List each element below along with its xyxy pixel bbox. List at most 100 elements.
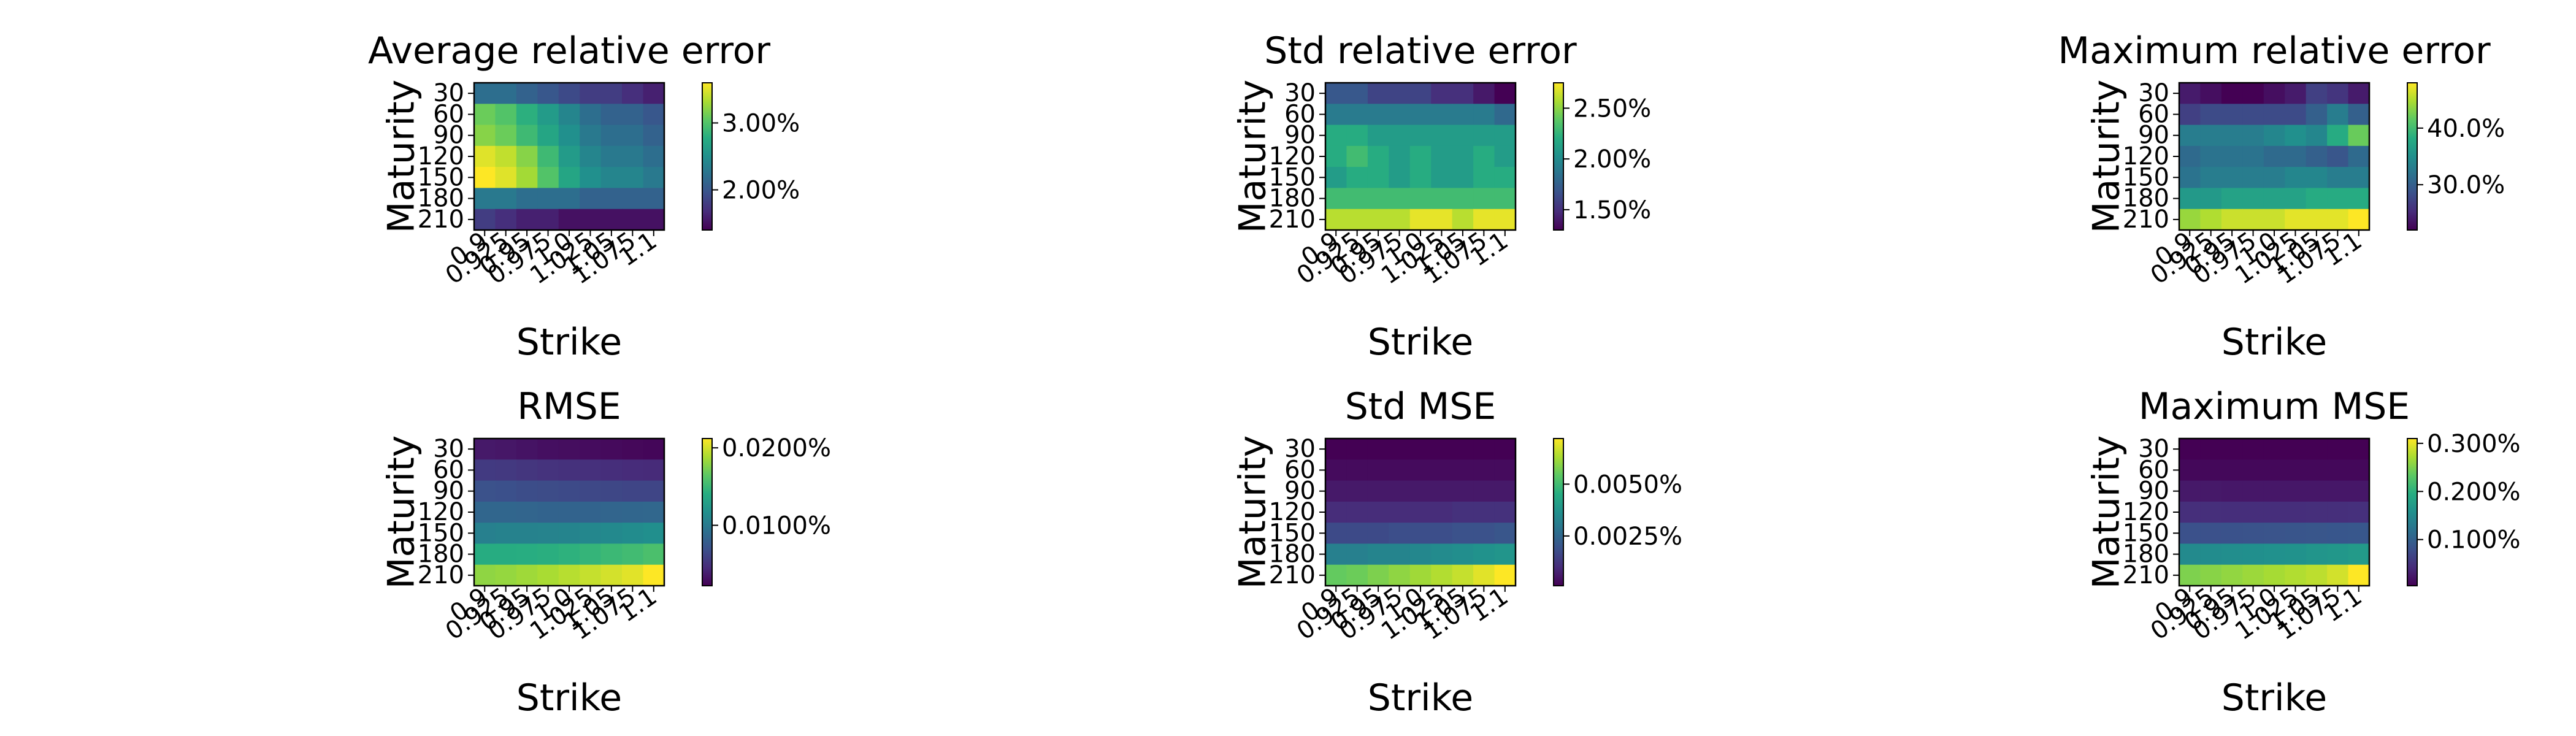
heatmap-cell <box>2179 543 2201 565</box>
heatmap-cell <box>2306 459 2328 481</box>
heatmap-cell <box>1452 523 1474 545</box>
y-tick-label: 30 <box>1284 79 1316 107</box>
heatmap-cell <box>2263 188 2285 210</box>
heatmap-cell <box>1494 439 1516 460</box>
y-tick-label: 210 <box>1269 561 1316 589</box>
heatmap-cell <box>622 564 644 586</box>
heatmap-cell <box>2306 209 2328 231</box>
heatmap-cell <box>2327 501 2349 523</box>
heatmap-cell <box>1473 564 1495 586</box>
heatmap-cell <box>2242 167 2264 189</box>
heatmap-cell <box>580 209 602 231</box>
heatmap-cell <box>558 145 580 167</box>
heatmap-cell <box>2200 83 2222 104</box>
heatmap-cell <box>474 104 496 126</box>
y-tick-label: 180 <box>418 185 464 213</box>
heatmap-cell <box>2306 564 2328 586</box>
heatmap-cell <box>580 439 602 460</box>
heatmap-cell <box>2200 439 2222 460</box>
heatmap-cell <box>495 104 517 126</box>
heatmap-cell <box>600 104 623 126</box>
heatmap-cell <box>2306 83 2328 104</box>
heatmap-cell <box>1409 523 1432 545</box>
heatmap-cell <box>2348 145 2370 167</box>
heatmap-cell <box>1346 459 1368 481</box>
heatmap-cell <box>2306 543 2328 565</box>
heatmap-cell <box>2263 501 2285 523</box>
heatmap-cell <box>1452 480 1474 502</box>
heatmap-cell <box>2221 543 2243 565</box>
y-tick-label: 90 <box>433 121 464 150</box>
heatmap-cell <box>2348 104 2370 126</box>
heatmap-cell <box>495 83 517 104</box>
heatmap-cell <box>2263 523 2285 545</box>
heatmap-cell <box>2221 439 2243 460</box>
y-tick-label: 150 <box>418 163 464 191</box>
heatmap-cell <box>2306 501 2328 523</box>
heatmap-cell <box>1452 209 1474 231</box>
heatmap-cell <box>2348 480 2370 502</box>
y-tick-label: 60 <box>1284 100 1316 128</box>
heatmap-cell <box>600 480 623 502</box>
heatmap-cell <box>474 480 496 502</box>
heatmap-cell <box>2242 501 2264 523</box>
heatmap-cell <box>516 167 538 189</box>
heatmap-cell <box>495 480 517 502</box>
heatmap-cell <box>558 104 580 126</box>
heatmap-cell <box>1473 104 1495 126</box>
heatmap-cell <box>2348 523 2370 545</box>
heatmap-cell <box>2242 125 2264 147</box>
heatmap-cell <box>1367 83 1389 104</box>
heatmap-cell <box>1452 125 1474 147</box>
heatmap-cell <box>2285 83 2307 104</box>
heatmap-cell <box>600 523 623 545</box>
panel-title: Maximum relative error <box>2058 29 2491 72</box>
heatmap-cell <box>2348 564 2370 586</box>
heatmap-cell <box>1346 480 1368 502</box>
heatmap-cell <box>516 543 538 565</box>
heatmap-cell <box>622 145 644 167</box>
heatmap-cell <box>474 167 496 189</box>
heatmap-cell <box>2327 543 2349 565</box>
heatmap-cell <box>2221 209 2243 231</box>
heatmap-cell <box>2348 125 2370 147</box>
y-tick-label: 210 <box>2123 561 2169 589</box>
heatmap-cell <box>580 83 602 104</box>
heatmap-cell <box>580 145 602 167</box>
heatmap-cell <box>1431 439 1453 460</box>
heatmap-cell <box>1367 439 1389 460</box>
heatmap-cell <box>474 543 496 565</box>
heatmap-cell <box>2200 209 2222 231</box>
heatmap-cell <box>580 543 602 565</box>
heatmap-cell <box>2221 145 2243 167</box>
heatmap-cell <box>643 125 665 147</box>
heatmap-cell <box>1389 188 1411 210</box>
heatmap-cell <box>1325 543 1347 565</box>
heatmap-cell <box>2263 543 2285 565</box>
heatmap-cell <box>1367 145 1389 167</box>
heatmap-cell <box>1431 523 1453 545</box>
y-tick-label: 30 <box>2138 435 2169 463</box>
heatmap-cell <box>1431 459 1453 481</box>
heatmap-cell <box>600 125 623 147</box>
heatmap-cell <box>495 188 517 210</box>
y-axis-label: Maturity <box>1232 80 1275 233</box>
heatmap-cell <box>2285 523 2307 545</box>
y-tick-label: 120 <box>1269 142 1316 171</box>
heatmap-cell <box>2242 188 2264 210</box>
heatmap-cell <box>1409 439 1432 460</box>
heatmap-cell <box>1473 501 1495 523</box>
y-axis-label: Maturity <box>1232 435 1275 589</box>
heatmap-cell <box>2285 543 2307 565</box>
heatmap-cell <box>558 209 580 231</box>
heatmap-cell <box>558 83 580 104</box>
heatmap-cell <box>1409 83 1432 104</box>
y-axis-label: Maturity <box>2085 80 2128 233</box>
heatmap-cell <box>1325 125 1347 147</box>
y-tick-label: 120 <box>2123 498 2169 526</box>
heatmap-cell <box>1494 480 1516 502</box>
heatmap-cell <box>1452 83 1474 104</box>
heatmap-cell <box>1409 167 1432 189</box>
heatmap-cell <box>600 167 623 189</box>
heatmap-cell <box>2348 459 2370 481</box>
